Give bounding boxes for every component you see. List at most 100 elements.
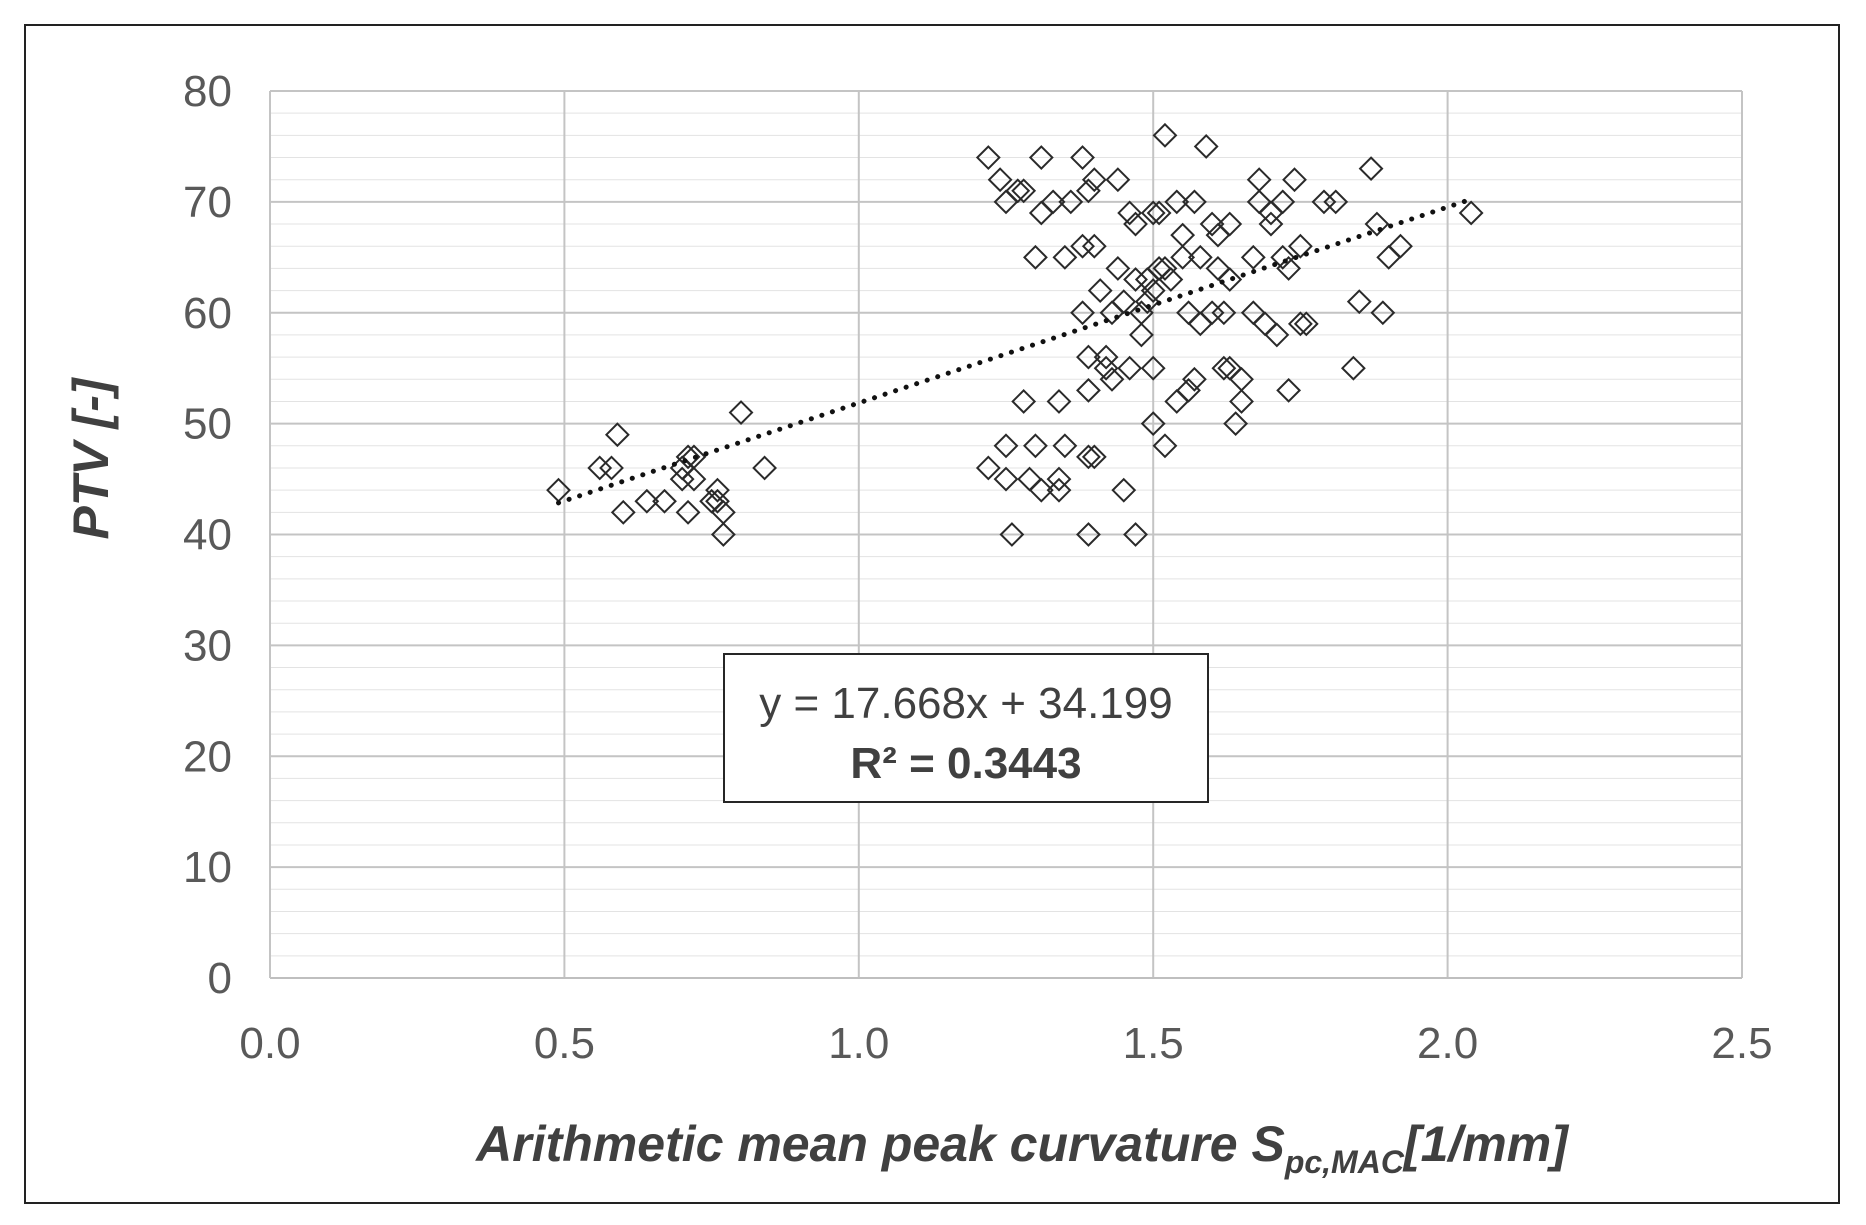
y-tick-labels: 0 10 20 30 40 50 60 70 80 bbox=[183, 67, 232, 1003]
data-point bbox=[987, 167, 1013, 193]
data-point bbox=[1217, 267, 1243, 292]
data-point bbox=[1070, 145, 1095, 170]
data-point bbox=[1040, 189, 1066, 215]
data-point bbox=[1087, 278, 1113, 303]
data-point bbox=[1028, 477, 1054, 503]
y-tick-label: 70 bbox=[183, 178, 232, 227]
data-point bbox=[681, 444, 707, 470]
data-point bbox=[1205, 222, 1231, 248]
data-point bbox=[1076, 444, 1101, 470]
data-point bbox=[1176, 377, 1201, 403]
data-point bbox=[1152, 433, 1178, 459]
data-point bbox=[1052, 244, 1078, 270]
data-point bbox=[705, 477, 730, 503]
y-tick-label: 30 bbox=[183, 621, 232, 670]
data-point bbox=[675, 499, 701, 525]
data-point bbox=[1076, 522, 1101, 547]
x-axis-title-subscript: pc,MAC bbox=[1284, 1144, 1405, 1180]
x-axis-title-unit: [1/mm] bbox=[1402, 1116, 1570, 1172]
data-point bbox=[1111, 477, 1137, 503]
data-point bbox=[1164, 189, 1190, 215]
data-point bbox=[1358, 156, 1384, 182]
data-point bbox=[1370, 300, 1396, 326]
data-point bbox=[1046, 477, 1072, 503]
data-point bbox=[1123, 267, 1148, 292]
data-point bbox=[1187, 311, 1213, 337]
data-point bbox=[1223, 411, 1249, 437]
data-point bbox=[1093, 344, 1119, 370]
data-point bbox=[1140, 411, 1166, 437]
data-point bbox=[1058, 189, 1084, 215]
data-point bbox=[1081, 167, 1107, 193]
data-point bbox=[999, 522, 1025, 547]
data-point bbox=[1187, 244, 1213, 270]
y-tick-label: 20 bbox=[183, 732, 232, 781]
x-axis-title-main: Arithmetic mean peak curvature S bbox=[474, 1116, 1285, 1172]
data-point bbox=[1017, 466, 1042, 492]
y-axis-title: PTV [-] bbox=[63, 376, 119, 539]
data-point bbox=[1099, 366, 1125, 392]
data-point bbox=[1258, 211, 1284, 237]
data-point bbox=[1293, 311, 1319, 337]
x-tick-labels: 0.0 0.5 1.0 1.5 2.0 2.5 bbox=[239, 1019, 1772, 1068]
data-point bbox=[699, 488, 725, 514]
data-point bbox=[1346, 289, 1372, 315]
data-point bbox=[1028, 145, 1054, 170]
data-point bbox=[1211, 355, 1237, 381]
data-point bbox=[1458, 200, 1484, 226]
data-point bbox=[1193, 134, 1219, 159]
data-point bbox=[1199, 211, 1225, 237]
data-point bbox=[1105, 167, 1131, 193]
data-point bbox=[993, 433, 1019, 459]
data-point bbox=[1270, 244, 1296, 270]
x-tick-label: 1.5 bbox=[1123, 1019, 1184, 1068]
data-point bbox=[1229, 366, 1254, 392]
data-point bbox=[1093, 355, 1119, 381]
data-point bbox=[1364, 211, 1390, 237]
data-point bbox=[752, 455, 778, 481]
data-point bbox=[1282, 167, 1307, 193]
data-point bbox=[1152, 255, 1178, 281]
data-point bbox=[604, 422, 630, 448]
data-point bbox=[1388, 233, 1413, 259]
data-point bbox=[1070, 300, 1095, 326]
data-point bbox=[728, 400, 754, 425]
data-point bbox=[652, 488, 677, 514]
data-point bbox=[1123, 522, 1148, 547]
data-point bbox=[1270, 189, 1296, 215]
data-point bbox=[1070, 233, 1095, 259]
data-point bbox=[1264, 322, 1290, 348]
data-point bbox=[1140, 278, 1166, 303]
data-point bbox=[975, 455, 1001, 481]
data-point bbox=[705, 488, 730, 514]
data-point bbox=[1287, 311, 1313, 337]
data-point bbox=[1276, 377, 1302, 403]
data-point bbox=[1081, 233, 1107, 259]
data-point bbox=[1023, 433, 1048, 459]
equation-box bbox=[723, 653, 1209, 803]
data-point bbox=[1081, 444, 1107, 470]
data-point bbox=[610, 499, 636, 525]
grid bbox=[270, 90, 1743, 978]
x-tick-label: 2.0 bbox=[1417, 1019, 1478, 1068]
x-tick-label: 2.5 bbox=[1711, 1019, 1772, 1068]
data-point bbox=[1117, 200, 1143, 226]
data-point bbox=[1217, 355, 1243, 381]
data-point bbox=[1170, 222, 1196, 248]
data-point bbox=[1076, 377, 1101, 403]
data-point bbox=[1170, 244, 1196, 270]
x-tick-label: 0.5 bbox=[534, 1019, 595, 1068]
data-point bbox=[599, 455, 624, 481]
data-point bbox=[1052, 433, 1078, 459]
data-point bbox=[975, 145, 1001, 170]
data-point bbox=[669, 466, 695, 492]
data-point bbox=[634, 488, 660, 514]
data-point bbox=[1340, 355, 1366, 381]
data-point bbox=[1076, 344, 1101, 370]
data-point bbox=[1158, 267, 1184, 292]
y-tick-label: 40 bbox=[183, 511, 232, 560]
data-point bbox=[1140, 355, 1166, 381]
y-tick-label: 60 bbox=[183, 289, 232, 338]
figure-frame: 0 10 20 30 40 50 60 70 80 0.0 0.5 1.0 1.5 2.0 2.5 y =… bbox=[24, 24, 1840, 1204]
data-point bbox=[1217, 211, 1243, 237]
